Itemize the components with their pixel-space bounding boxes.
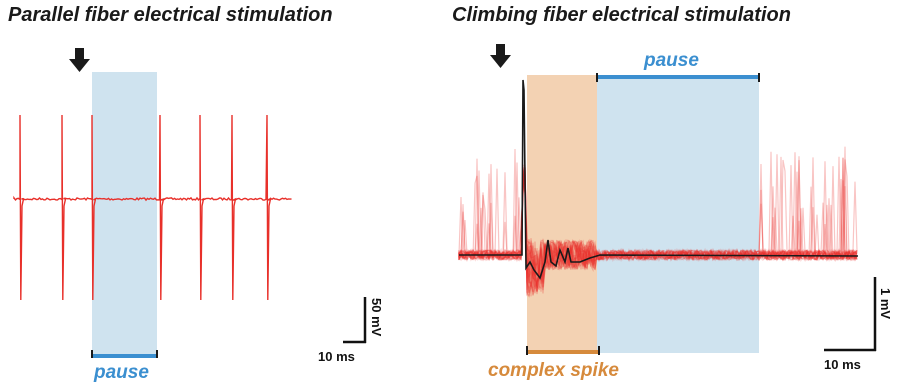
right-panel-title: Climbing fiber electrical stimulation — [452, 4, 791, 26]
average-trace — [459, 79, 859, 280]
overlay-trace — [458, 170, 858, 294]
overlay-trace — [458, 172, 858, 293]
overlay-trace — [458, 159, 858, 296]
overlay-trace — [458, 156, 858, 292]
right-scale-time-label: 10 ms — [824, 357, 861, 372]
complex-spike-shade — [527, 75, 597, 353]
left-recording-trace — [13, 114, 292, 301]
overlay-trace — [458, 154, 858, 295]
complex-spike-bar — [526, 346, 600, 355]
overlay-trace — [458, 148, 858, 297]
left-trace-line — [13, 114, 292, 301]
left-scale-time-label: 10 ms — [318, 349, 355, 364]
overlay-trace — [458, 161, 858, 292]
overlay-trace — [458, 170, 858, 293]
left-pause-label: pause — [94, 362, 149, 383]
overlay-trace — [458, 164, 858, 295]
overlay-trace — [458, 156, 858, 298]
overlay-trace — [458, 178, 858, 288]
right-scale-bar — [824, 277, 877, 352]
right-scale-voltage-label: 1 mV — [878, 288, 893, 320]
complex-spike-label: complex spike — [488, 360, 619, 381]
overlay-trace — [458, 157, 858, 295]
right-recording-traces — [458, 79, 859, 298]
right-pause-label: pause — [644, 50, 699, 71]
left-pause-bar — [91, 350, 158, 358]
overlay-trace — [458, 162, 858, 290]
left-pause-shade — [92, 72, 157, 356]
left-scale-voltage-label: 50 mV — [369, 298, 384, 337]
right-pause-bar — [596, 73, 760, 82]
right-pause-shade — [597, 75, 759, 353]
left-panel-title: Parallel fiber electrical stimulation — [8, 4, 333, 26]
overlay-trace — [458, 178, 858, 297]
stimulus-arrow-icon — [69, 48, 90, 72]
overlay-trace — [458, 156, 858, 278]
overlay-trace — [458, 158, 858, 289]
left-scale-bar — [343, 297, 367, 344]
stimulus-arrow-icon — [490, 44, 511, 68]
